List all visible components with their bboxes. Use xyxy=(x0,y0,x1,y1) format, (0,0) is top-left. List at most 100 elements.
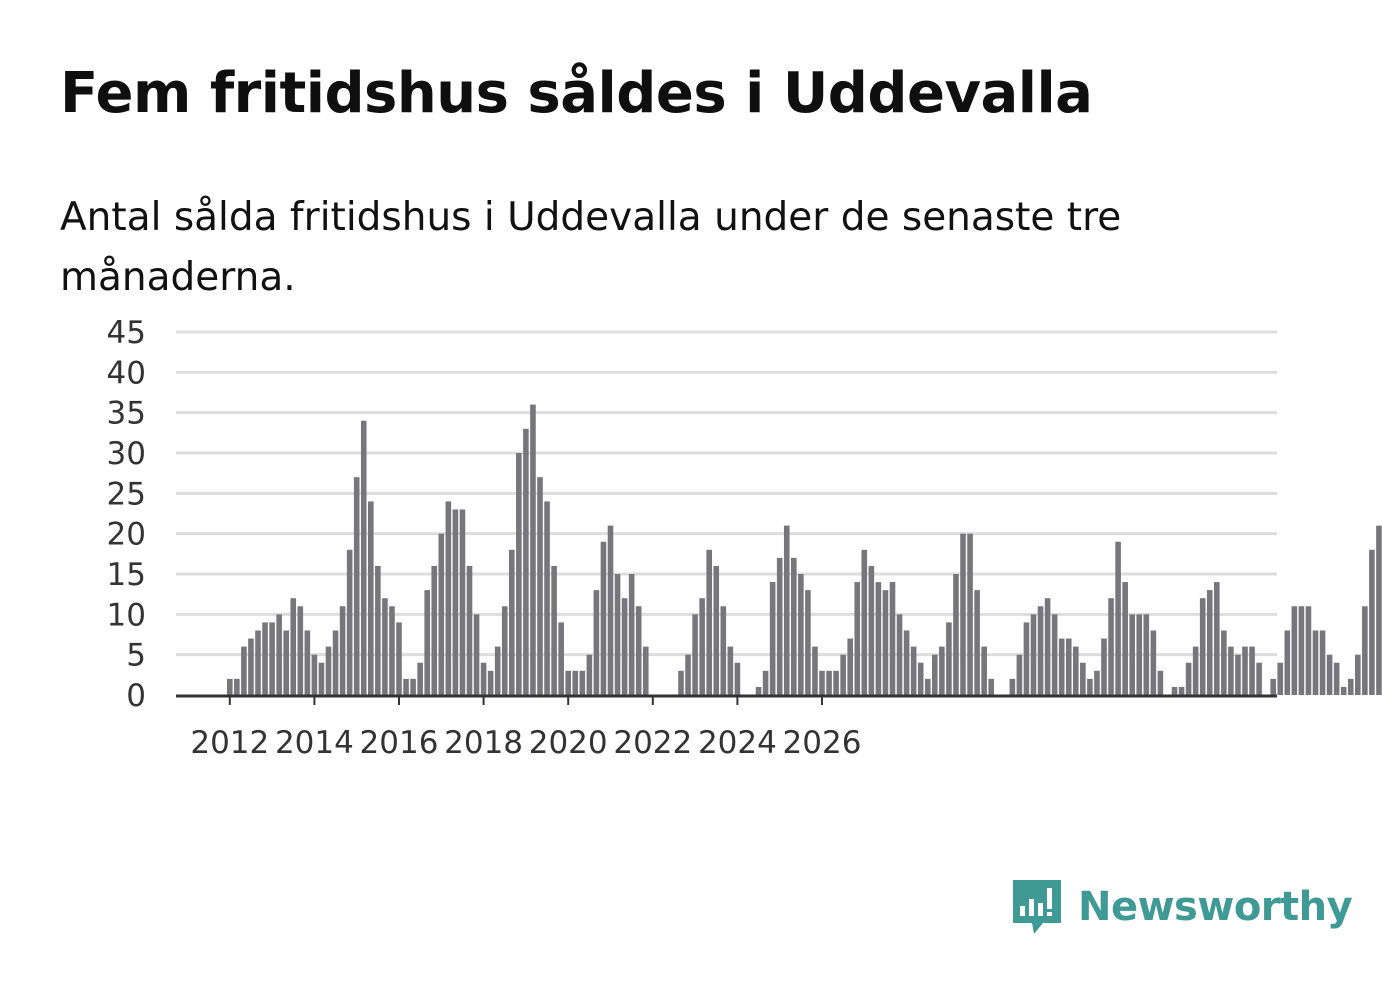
bar xyxy=(1298,606,1305,695)
bar xyxy=(283,630,289,695)
bar xyxy=(1023,622,1030,695)
bar xyxy=(628,574,635,695)
bar xyxy=(762,670,769,695)
bar xyxy=(706,549,712,695)
bar xyxy=(607,525,614,695)
bar xyxy=(819,670,825,695)
bar xyxy=(290,598,297,695)
bar xyxy=(269,622,275,695)
bar xyxy=(1305,606,1312,695)
bar xyxy=(410,678,416,695)
y-tick-label: 40 xyxy=(107,355,146,391)
bar xyxy=(579,670,586,695)
bar xyxy=(1094,670,1100,695)
bar xyxy=(953,574,959,695)
bar xyxy=(1016,654,1023,695)
bar xyxy=(353,477,360,695)
bar xyxy=(1242,646,1248,695)
bar xyxy=(396,622,402,695)
bar xyxy=(318,662,325,695)
y-tick-label: 20 xyxy=(107,517,146,553)
bar xyxy=(833,670,839,695)
bar xyxy=(1073,646,1079,695)
bar xyxy=(346,549,353,695)
bar xyxy=(1185,662,1192,695)
bar xyxy=(791,557,797,695)
bar xyxy=(403,678,409,695)
bar xyxy=(311,654,318,695)
bars xyxy=(227,404,1382,695)
bar xyxy=(882,590,889,695)
bar xyxy=(1291,606,1298,695)
bar xyxy=(1171,686,1178,695)
bar xyxy=(685,654,691,695)
x-tick-label: 2024 xyxy=(698,725,777,761)
bar xyxy=(1312,630,1319,695)
bar xyxy=(360,420,367,695)
x-tick-label: 2022 xyxy=(613,725,692,761)
x-tick-label: 2020 xyxy=(529,725,608,761)
bar xyxy=(452,509,459,695)
bar xyxy=(375,565,381,695)
bar xyxy=(939,646,945,695)
bar xyxy=(642,646,649,695)
bar xyxy=(1206,590,1213,695)
bar xyxy=(262,622,268,695)
y-tick-label: 15 xyxy=(107,557,146,593)
bar xyxy=(1009,678,1016,695)
bar xyxy=(1101,638,1107,695)
bar xyxy=(459,509,466,695)
bar xyxy=(967,533,973,695)
bar xyxy=(783,525,790,695)
bar xyxy=(1347,678,1354,695)
bar xyxy=(445,501,452,695)
bar xyxy=(854,582,861,695)
bar xyxy=(1136,614,1143,695)
bar xyxy=(332,630,339,695)
y-tick-label: 45 xyxy=(107,315,146,351)
bar xyxy=(304,630,311,695)
bar xyxy=(1115,541,1121,695)
bar xyxy=(1355,654,1361,695)
bar xyxy=(875,582,882,695)
bar xyxy=(565,670,571,695)
bar xyxy=(1178,686,1185,695)
bar xyxy=(692,614,698,695)
bar xyxy=(389,606,395,695)
bar xyxy=(776,557,783,695)
y-tick-label: 35 xyxy=(107,396,146,432)
bar xyxy=(487,670,494,695)
bar xyxy=(614,574,621,695)
bar xyxy=(974,590,980,695)
bar xyxy=(910,646,917,695)
bar xyxy=(551,565,557,695)
bar xyxy=(438,533,445,695)
bar xyxy=(1051,614,1058,695)
bar xyxy=(734,662,741,695)
bar xyxy=(572,670,579,695)
bar xyxy=(868,565,875,695)
bar xyxy=(593,590,600,695)
bar xyxy=(1270,678,1276,695)
x-tick-label: 2026 xyxy=(783,725,862,761)
y-axis-labels: 0 5 10 15 20 25 30 35 40 45 xyxy=(107,315,146,714)
bar xyxy=(417,662,423,695)
bar xyxy=(1199,598,1206,695)
bar xyxy=(988,678,994,695)
chart-subtitle: Antal sålda fritidshus i Uddevalla under… xyxy=(60,195,1122,300)
newsworthy-chart-bubble-icon xyxy=(1013,880,1061,934)
bar xyxy=(1030,614,1037,695)
bar xyxy=(537,477,543,695)
bar xyxy=(1221,630,1227,695)
bar xyxy=(847,638,853,695)
bar xyxy=(812,646,818,695)
bar xyxy=(840,654,846,695)
bar xyxy=(960,533,966,695)
bar xyxy=(1058,638,1065,695)
bar xyxy=(325,646,332,695)
bar xyxy=(480,662,487,695)
bar xyxy=(234,678,240,695)
bar xyxy=(558,622,564,695)
x-tick-label: 2014 xyxy=(275,725,354,761)
